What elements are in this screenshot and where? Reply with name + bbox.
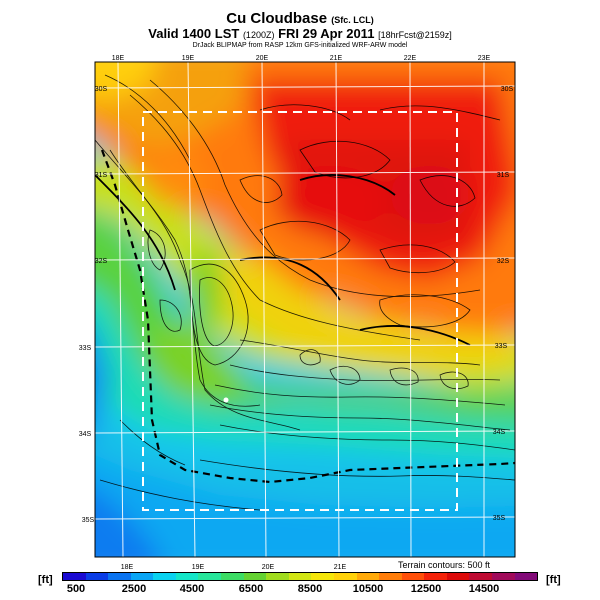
- right-lat-label: 31S: [497, 172, 510, 179]
- colorbar-labels: 500 2500 4500 6500 8500 10500 12500 1450…: [62, 583, 536, 597]
- top-lon-label: 20E: [256, 55, 269, 62]
- colorbar-swatch: [514, 573, 538, 580]
- colorbar-label: 10500: [352, 583, 384, 595]
- left-lat-label: 31S: [95, 172, 108, 179]
- colorbar-swatch: [108, 573, 131, 580]
- bottom-lon-label: 20E: [262, 564, 275, 571]
- colorbar-swatch: [401, 573, 425, 580]
- colorbar-swatch: [198, 573, 222, 580]
- forecast-tag: [18hrFcst@2159z]: [378, 30, 452, 40]
- colorbar-swatch: [175, 573, 199, 580]
- colorbar-label: 12500: [410, 583, 442, 595]
- colorbar-swatch: [266, 573, 289, 580]
- bottom-lon-label: 18E: [121, 564, 134, 571]
- colorbar-swatch: [446, 573, 470, 580]
- valid-date: FRI 29 Apr 2011: [278, 26, 375, 41]
- colorbar-swatch: [356, 573, 380, 580]
- colorbar-unit-right: [ft]: [546, 574, 561, 586]
- right-lat-label: 33S: [495, 343, 508, 350]
- colorbar-swatch: [153, 573, 176, 580]
- cloudbase-field: [95, 62, 515, 557]
- top-lon-label: 21E: [330, 55, 343, 62]
- colorbar-swatch: [491, 573, 515, 580]
- colorbar-label: 14500: [468, 583, 500, 595]
- terrain-contours: [95, 74, 515, 511]
- colorbar: [62, 572, 538, 581]
- valid-label: Valid 1400 LST: [148, 26, 240, 41]
- colorbar-label: 4500: [179, 583, 205, 595]
- title-suffix: (Sfc. LCL): [331, 15, 374, 25]
- map-frame: [94, 61, 516, 558]
- location-marker: [223, 397, 229, 403]
- top-lon-label: 22E: [404, 55, 417, 62]
- colorbar-swatch: [63, 573, 86, 580]
- map-title: Cu Cloudbase (Sfc. LCL): [0, 10, 600, 27]
- title-text: Cu Cloudbase: [226, 10, 328, 27]
- colorbar-label: 500: [66, 583, 86, 595]
- colorbar-swatch: [85, 573, 109, 580]
- left-lat-label: 30S: [95, 86, 108, 93]
- colorbar-unit-left: [ft]: [38, 574, 53, 586]
- colorbar-swatch: [424, 573, 447, 580]
- colorbar-swatch: [221, 573, 244, 580]
- colorbar-label: 6500: [238, 583, 264, 595]
- left-lat-label: 32S: [95, 258, 108, 265]
- model-credit: DrJack BLIPMAP from RASP 12km GFS-initia…: [192, 42, 408, 49]
- map-field: [95, 62, 515, 557]
- inner-domain-box: [142, 111, 458, 511]
- top-lon-label: 18E: [112, 55, 125, 62]
- coastline: [100, 149, 515, 484]
- right-lat-label: 35S: [493, 515, 506, 522]
- right-lat-label: 30S: [501, 86, 514, 93]
- colorbar-swatch: [130, 573, 154, 580]
- colorbar-swatch: [311, 573, 334, 580]
- valid-utc: (1200Z): [242, 30, 275, 40]
- left-lat-label: 33S: [79, 345, 92, 352]
- lat-lon-grid: [95, 62, 515, 557]
- valid-time-line: Valid 1400 LST (1200Z) FRI 29 Apr 2011 […: [0, 26, 600, 41]
- colorbar-swatch: [379, 573, 402, 580]
- colorbar-swatch: [333, 573, 357, 580]
- colorbar-label: 2500: [121, 583, 147, 595]
- bottom-lon-label: 19E: [192, 564, 205, 571]
- top-lon-label: 19E: [182, 55, 195, 62]
- bottom-lon-label: 21E: [334, 564, 347, 571]
- axis-labels: 18E 19E 20E 21E 22E 23E 18E 19E 20E 21E …: [79, 55, 514, 571]
- left-lat-label: 35S: [82, 517, 95, 524]
- right-lat-label: 34S: [493, 429, 506, 436]
- terrain-contours-note: Terrain contours: 500 ft: [398, 560, 491, 570]
- colorbar-swatch: [288, 573, 312, 580]
- right-lat-label: 32S: [497, 258, 510, 265]
- colorbar-swatch: [469, 573, 492, 580]
- colorbar-swatch: [243, 573, 267, 580]
- top-lon-label: 23E: [478, 55, 491, 62]
- left-lat-label: 34S: [79, 431, 92, 438]
- colorbar-label: 8500: [297, 583, 323, 595]
